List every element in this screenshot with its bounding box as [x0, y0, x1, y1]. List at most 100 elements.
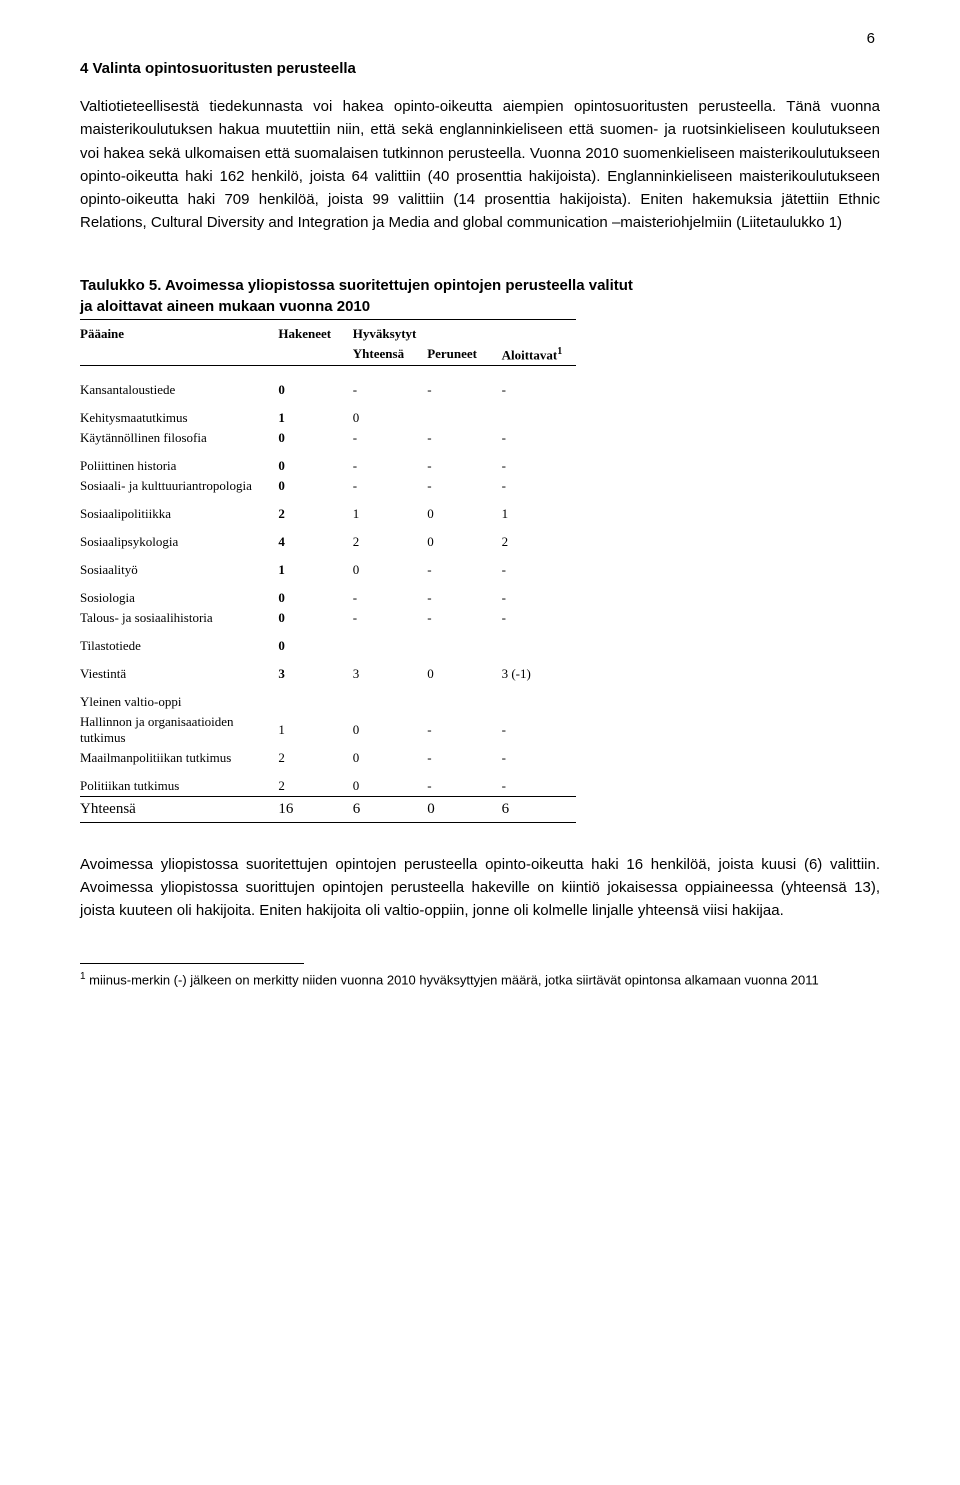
table-row: Sosiologia0---: [80, 580, 576, 608]
cell-hakeneet: 0: [278, 580, 352, 608]
cell-hakeneet: 3: [278, 656, 352, 684]
cell-hakeneet: 0: [278, 448, 352, 476]
cell-summary: 0: [427, 796, 501, 822]
cell-hyv: -: [353, 608, 427, 628]
cell-per: -: [427, 476, 501, 496]
cell-hakeneet: [278, 684, 352, 712]
table-row: Kehitysmaatutkimus10: [80, 400, 576, 428]
col-header-aloittavat: Aloittavat1: [502, 344, 576, 366]
cell-per: -: [427, 428, 501, 448]
cell-alo: -: [502, 372, 576, 400]
cell-hakeneet: 4: [278, 524, 352, 552]
cell-per: -: [427, 372, 501, 400]
table-row: Yleinen valtio-oppi: [80, 684, 576, 712]
cell-alo: -: [502, 448, 576, 476]
cell-hyv: [353, 684, 427, 712]
results-table: Pääaine Hakeneet Hyväksytyt Yhteensä Per…: [80, 319, 576, 823]
cell-hakeneet: 0: [278, 372, 352, 400]
cell-hyv: -: [353, 428, 427, 448]
cell-alo: -: [502, 608, 576, 628]
cell-hyv: 1: [353, 496, 427, 524]
cell-hyv: 0: [353, 748, 427, 768]
cell-subject: Sosiaalipsykologia: [80, 524, 278, 552]
cell-subject: Sosiaalipolitiikka: [80, 496, 278, 524]
cell-per: 0: [427, 524, 501, 552]
col-header-hyv: Hyväksytyt: [353, 324, 427, 344]
cell-alo: 1: [502, 496, 576, 524]
cell-hakeneet: 0: [278, 476, 352, 496]
cell-per: -: [427, 608, 501, 628]
cell-alo: -: [502, 552, 576, 580]
cell-alo: -: [502, 476, 576, 496]
cell-alo: -: [502, 712, 576, 748]
cell-alo: [502, 628, 576, 656]
closing-paragraph: Avoimessa yliopistossa suoritettujen opi…: [80, 853, 880, 923]
cell-hakeneet: 2: [278, 748, 352, 768]
cell-subject: Kansantaloustiede: [80, 372, 278, 400]
cell-hakeneet: 0: [278, 628, 352, 656]
cell-alo: 3 (-1): [502, 656, 576, 684]
table-row: Sosiaalipolitiikka2101: [80, 496, 576, 524]
cell-alo: [502, 684, 576, 712]
table-row: Poliittinen historia0---: [80, 448, 576, 476]
cell-summary: 16: [278, 796, 352, 822]
col-subheader-yhteensa: Yhteensä: [353, 344, 427, 366]
col-header-peruneet: Peruneet: [427, 344, 501, 366]
cell-hakeneet: 2: [278, 768, 352, 797]
cell-alo: -: [502, 768, 576, 797]
cell-per: -: [427, 748, 501, 768]
table-caption: Taulukko 5. Avoimessa yliopistossa suori…: [80, 275, 640, 317]
intro-paragraph: Valtiotieteellisestä tiedekunnasta voi h…: [80, 95, 880, 235]
page-number: 6: [867, 30, 875, 47]
cell-per: -: [427, 448, 501, 476]
cell-hyv: 0: [353, 552, 427, 580]
col-header-hakeneet: Hakeneet: [278, 324, 352, 344]
cell-subject: Kehitysmaatutkimus: [80, 400, 278, 428]
cell-subject: Hallinnon ja organisaatioiden tutkimus: [80, 712, 278, 748]
cell-summary: Yhteensä: [80, 796, 278, 822]
cell-hyv: [353, 628, 427, 656]
cell-alo: -: [502, 428, 576, 448]
table-row: Politiikan tutkimus20--: [80, 768, 576, 797]
cell-subject: Talous- ja sosiaalihistoria: [80, 608, 278, 628]
cell-hakeneet: 2: [278, 496, 352, 524]
cell-alo: [502, 400, 576, 428]
cell-per: 0: [427, 656, 501, 684]
cell-summary: 6: [353, 796, 427, 822]
section-heading: 4 Valinta opintosuoritusten perusteella: [80, 60, 880, 77]
table-row: Hallinnon ja organisaatioiden tutkimus10…: [80, 712, 576, 748]
cell-subject: Sosiaalityö: [80, 552, 278, 580]
table-row: Sosiaali- ja kulttuuriantropologia0---: [80, 476, 576, 496]
cell-alo: 2: [502, 524, 576, 552]
cell-hakeneet: 1: [278, 400, 352, 428]
cell-subject: Sosiaali- ja kulttuuriantropologia: [80, 476, 278, 496]
table-row-summary: Yhteensä16606: [80, 796, 576, 822]
table-row: Tilastotiede0: [80, 628, 576, 656]
cell-subject: Yleinen valtio-oppi: [80, 684, 278, 712]
table-row: Sosiaalipsykologia4202: [80, 524, 576, 552]
table-row: Käytännöllinen filosofia0---: [80, 428, 576, 448]
cell-hyv: 2: [353, 524, 427, 552]
cell-subject: Maailmanpolitiikan tutkimus: [80, 748, 278, 768]
cell-hyv: 3: [353, 656, 427, 684]
table-row: Maailmanpolitiikan tutkimus20--: [80, 748, 576, 768]
cell-subject: Sosiologia: [80, 580, 278, 608]
cell-hyv: 0: [353, 768, 427, 797]
cell-hakeneet: 1: [278, 712, 352, 748]
footnote: 1 miinus-merkin (-) jälkeen on merkitty …: [80, 970, 880, 990]
cell-per: [427, 628, 501, 656]
cell-hyv: -: [353, 476, 427, 496]
cell-per: [427, 400, 501, 428]
cell-hakeneet: 0: [278, 608, 352, 628]
footnote-rule: [80, 963, 304, 964]
table-row: Talous- ja sosiaalihistoria0---: [80, 608, 576, 628]
cell-hakeneet: 1: [278, 552, 352, 580]
cell-per: -: [427, 552, 501, 580]
cell-subject: Politiikan tutkimus: [80, 768, 278, 797]
cell-hakeneet: 0: [278, 428, 352, 448]
cell-per: -: [427, 712, 501, 748]
table-row: Viestintä3303 (-1): [80, 656, 576, 684]
cell-alo: -: [502, 580, 576, 608]
cell-subject: Käytännöllinen filosofia: [80, 428, 278, 448]
cell-hyv: -: [353, 580, 427, 608]
